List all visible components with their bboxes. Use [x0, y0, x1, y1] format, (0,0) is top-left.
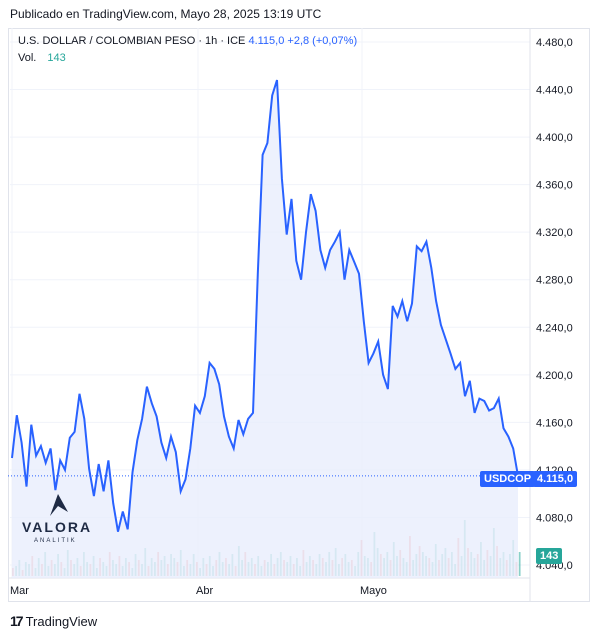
volume-label: Vol.: [18, 52, 37, 64]
price-area: [12, 80, 518, 578]
volume-legend: Vol. 143: [18, 52, 66, 64]
chart-frame: [8, 28, 590, 602]
y-tick-label: 4.240,0: [536, 322, 573, 334]
logo-sub: ANALITIK: [34, 538, 77, 544]
y-tick-label: 4.360,0: [536, 180, 573, 192]
tradingview-icon: 17: [10, 613, 24, 629]
footer-brand: TradingView: [25, 613, 98, 629]
x-tick-label: Mar: [10, 585, 29, 597]
x-tick-label: Mayo: [360, 585, 387, 597]
volume-bar: [518, 552, 521, 576]
valora-logo: VALORA ANALITIK: [20, 494, 100, 549]
y-tick-label: 4.200,0: [536, 370, 573, 382]
x-tick-label: Abr: [196, 585, 213, 597]
logo-name: VALORA: [22, 519, 92, 535]
y-tick-label: 4.480,0: [536, 37, 573, 49]
footer: 17 TradingView: [10, 613, 97, 629]
price-change: +2,8 (+0,07%): [287, 35, 358, 47]
y-tick-label: 4.400,0: [536, 132, 573, 144]
logo-mark-icon: [50, 494, 68, 516]
chart-legend: U.S. DOLLAR / COLOMBIAN PESO · 1h · ICE …: [18, 35, 357, 47]
symbol-label: U.S. DOLLAR / COLOMBIAN PESO · 1h · ICE: [18, 35, 246, 47]
ticker-badge: USDCOP: [480, 471, 536, 487]
y-tick-label: 4.440,0: [536, 85, 573, 97]
volume-value: 143: [47, 52, 66, 64]
y-tick-label: 4.080,0: [536, 512, 573, 524]
y-tick-label: 4.280,0: [536, 275, 573, 287]
price-badge: 4.115,0: [533, 471, 578, 487]
price-line: [11, 79, 519, 532]
y-tick-label: 4.320,0: [536, 227, 573, 239]
y-tick-label: 4.160,0: [536, 417, 573, 429]
last-price: 4.115,0: [248, 35, 285, 47]
published-header: Publicado en TradingView.com, Mayo 28, 2…: [10, 7, 322, 21]
volume-badge: 143: [536, 548, 563, 564]
